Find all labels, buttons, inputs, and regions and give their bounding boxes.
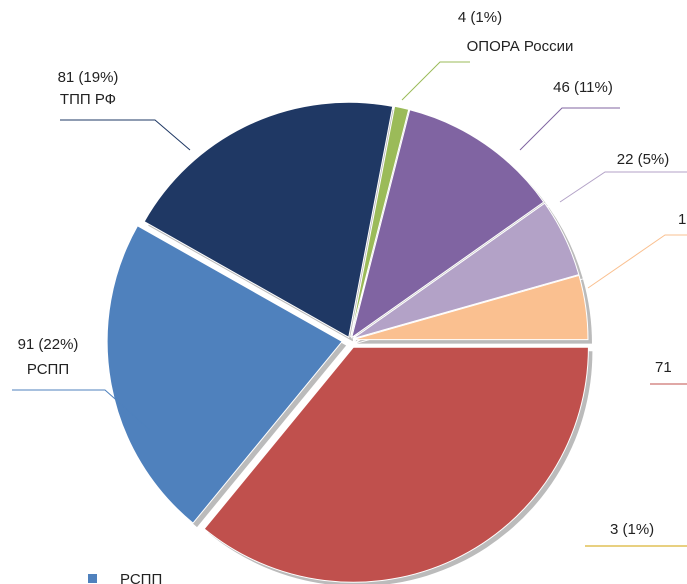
slice-label: ОПОРА России [467, 38, 574, 55]
slice [352, 274, 589, 341]
leader-line [12, 389, 151, 431]
slice-label: 46 (11%) [553, 79, 613, 96]
slice-label: 4 (1%) [458, 9, 502, 26]
slice-label: РСПП [27, 361, 69, 378]
slice [106, 225, 343, 524]
slice [143, 101, 394, 339]
legend-swatch [88, 574, 97, 583]
slice-label: 81 (19%) [58, 69, 119, 86]
leader-line [519, 107, 620, 151]
slice [350, 109, 545, 339]
slice-label: 1 [678, 211, 686, 228]
legend-label: РСПП [120, 571, 162, 584]
leader-line [587, 234, 687, 289]
leader-line [60, 119, 191, 151]
slice [203, 346, 589, 583]
leader-line [401, 61, 470, 101]
slice-label: ТПП РФ [60, 91, 116, 108]
leader-line [559, 171, 687, 203]
annotation: 71 [655, 359, 672, 376]
annotation: 3 (1%) [610, 521, 654, 538]
slice-label: 91 (22%) [18, 336, 79, 353]
slice-label: 22 (5%) [617, 151, 670, 168]
slice [350, 105, 410, 338]
slice [352, 202, 580, 340]
